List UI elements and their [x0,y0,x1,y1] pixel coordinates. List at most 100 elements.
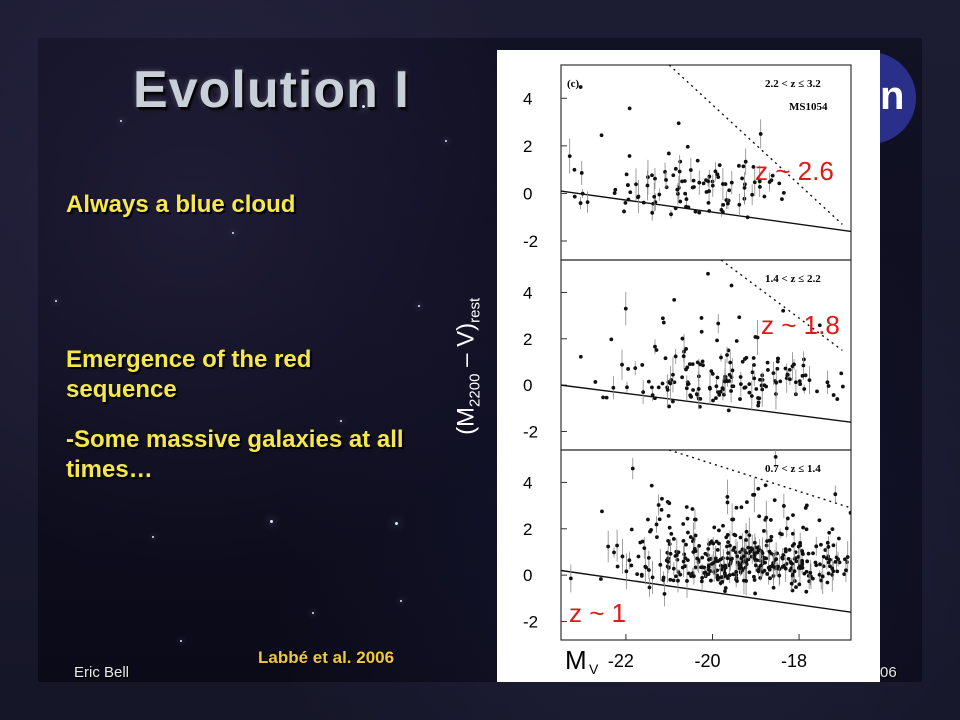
panel-2-point-416 [674,553,679,558]
panel-0-point-12 [676,121,681,126]
y-axis-label-mid: – V) [452,322,480,374]
panel-2-point-176 [649,483,654,488]
panel-0-point-4 [762,194,767,199]
panel-0-point-59 [567,154,572,159]
panel-1-point-1 [825,380,830,385]
panel-0-point-60 [741,164,746,169]
panel-2-point-68 [791,513,795,518]
panel-2-point-399 [655,535,659,540]
panel-0-point-68 [693,209,698,214]
panel-2-point-268 [785,516,790,521]
panel-0-point-102 [580,191,585,196]
panel-0-point-49 [627,154,632,158]
panel-1-point-83 [727,379,732,383]
panel-2-point-184 [727,573,732,578]
panel-2-point-321 [646,568,651,572]
bullet-blue-cloud: Always a blue cloud [66,191,296,218]
panel-0-point-73 [628,190,633,195]
panel-2-point-357 [745,500,749,504]
panel-1-solid-line [561,384,851,423]
panel-2-point-408 [798,566,803,571]
panel-1-point-33 [726,348,731,353]
panel-2-point-82 [802,571,807,576]
panel-1-point-147 [831,393,836,397]
star-11 [400,600,402,602]
panel-2-point-339 [673,574,678,579]
panel-2-point-269 [706,547,711,551]
bullet-massive-galaxies: -Some massive galaxies at all times… [66,426,404,483]
panel-1-point-80 [720,386,725,391]
panel-2-point-221 [657,517,662,522]
panel-2-point-69 [738,535,743,540]
panel-2-point-299 [771,574,776,578]
panel-2-point-383 [666,559,671,564]
panel-1-point-28 [673,354,678,359]
panel-2-point-202 [671,566,676,571]
panel-2-point-316 [828,557,832,562]
panel-1-annotation: z ~ 1.8 [761,310,840,340]
panel-2-point-381 [718,557,723,562]
panel-2-point-253 [669,531,674,536]
panel-0-point-67 [704,190,709,194]
panel-2-point-40 [765,572,770,576]
panel-1-point-151 [680,336,685,341]
panel-0-point-37 [666,151,671,156]
panel-1-point-95 [807,378,812,383]
panel-0-point-72 [683,191,688,196]
panel-1-point-94 [760,387,765,392]
panel-2-point-354 [825,540,830,545]
panel-1-point-30 [714,396,718,401]
panel-0-point-86 [650,210,655,215]
panel-2-point-100 [752,540,757,545]
panel-0-point-71 [636,195,640,200]
panel-2-ytick-label-0: 4 [523,473,532,492]
citation-credit: Labbé et al. 2006 [258,648,395,667]
panel-1-point-123 [698,396,703,401]
panel-2-point-5 [717,528,721,533]
panel-1-point-76 [730,368,735,373]
panel-2-point-99 [642,546,647,551]
panel-2-point-127 [629,563,634,568]
panel-2-annotation: z ~ 1 [569,598,626,628]
panel-2-point-189 [804,589,809,594]
panel-2-ytick-label-2: 0 [523,566,532,585]
panel-1-point-36 [727,372,732,377]
panel-2-point-28 [764,543,769,548]
panel-2-point-366 [606,544,611,549]
panel-2-point-31 [825,580,830,585]
panel-1-point-138 [654,348,659,352]
panel-2-point-252 [731,572,736,577]
panel-0-point-103 [726,201,730,206]
panel-1-point-106 [699,329,704,334]
y-axis-label-main: (M [452,406,480,435]
panel-1-point-20 [715,375,720,380]
panel-2-point-306 [869,565,873,569]
panel-1-points [578,271,845,413]
panel-0-point-56 [599,133,604,138]
panel-2-point-152 [690,507,695,511]
panel-1-range-label: 1.4 < z ≤ 2.2 [765,273,821,285]
panel-2-point-211 [656,503,661,507]
panel-1-point-52 [826,384,831,388]
panel-2-point-280 [684,542,688,547]
panel-0-point-77 [622,209,626,214]
panel-2-point-361 [806,551,811,556]
panel-0-point-48 [673,206,678,211]
panel-0-point-11 [721,203,726,207]
panel-1-point-31 [802,357,806,362]
panel-2-point-81 [697,544,702,548]
panel-2-point-365 [668,577,673,582]
panel-2-point-113 [817,518,822,523]
panel-1-point-164 [738,375,743,379]
panel-2-point-392 [691,574,696,579]
panel-1-point-54 [747,382,752,387]
panel-2-point-384 [783,549,788,554]
panel-1-point-130 [653,344,657,349]
panel-1-point-77 [640,363,645,367]
panel-1-point-140 [680,375,685,380]
panel-2-point-208 [826,545,831,549]
scatter-plot: 4 2 0 -2 (c) 2.2 < z ≤ 3.2 MS1054 z ~ 2.6 4 2 0 -2 1… [523,64,873,677]
star-12 [120,120,122,122]
panel-2-point-313 [661,578,666,582]
